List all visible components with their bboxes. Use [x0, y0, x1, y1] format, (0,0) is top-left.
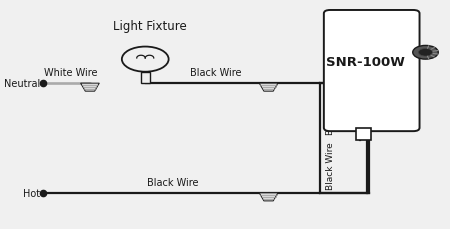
FancyBboxPatch shape: [324, 11, 419, 132]
Text: Black Wire: Black Wire: [326, 87, 335, 135]
Text: SNR-100W: SNR-100W: [326, 56, 405, 69]
Text: Light Fixture: Light Fixture: [112, 20, 186, 33]
Text: Black Wire: Black Wire: [147, 177, 198, 187]
Text: Black Wire: Black Wire: [326, 142, 335, 189]
Bar: [356, 128, 371, 141]
Polygon shape: [81, 84, 99, 92]
Polygon shape: [259, 84, 278, 92]
Bar: [140, 72, 150, 84]
Circle shape: [418, 49, 432, 57]
Text: Neutral: Neutral: [4, 79, 40, 89]
Text: White Wire: White Wire: [44, 68, 98, 78]
Text: Black Wire: Black Wire: [189, 68, 241, 78]
Polygon shape: [259, 193, 278, 201]
Text: Hot: Hot: [22, 188, 40, 198]
Circle shape: [413, 46, 438, 60]
